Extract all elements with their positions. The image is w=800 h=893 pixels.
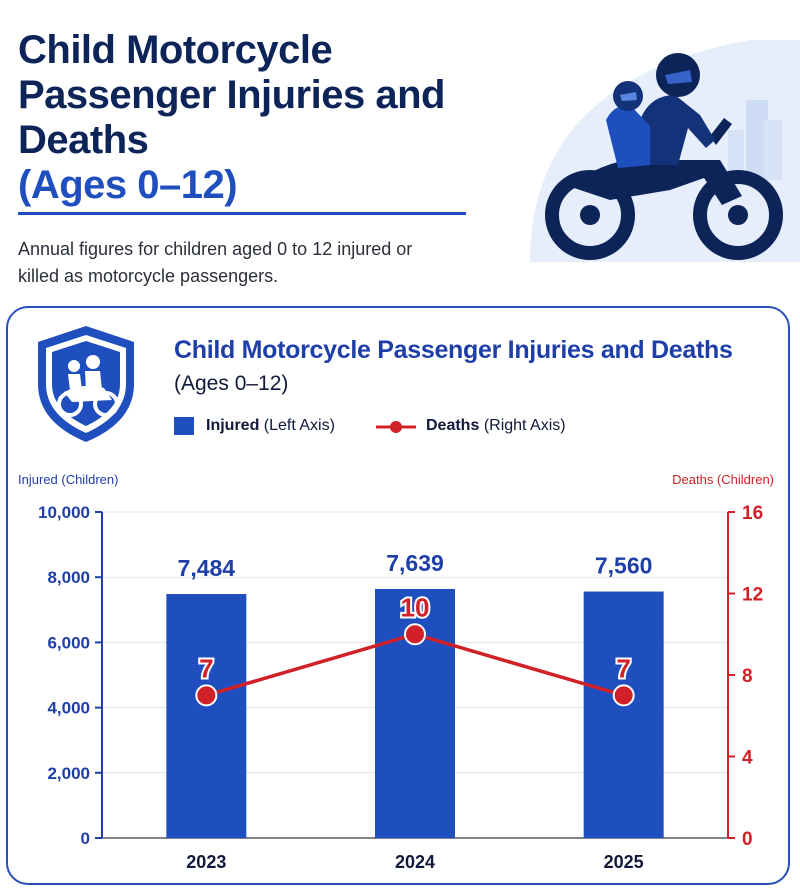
shield-riders-icon [38,326,134,442]
right-axis-tick-label: 16 [742,503,763,524]
bar-value-label: 7,484 [178,555,236,581]
right-axis-title: Deaths (Children) [672,472,774,487]
page-subtitle: Annual figures for children aged 0 to 12… [18,239,413,286]
left-axis-tick-label: 4,000 [47,699,90,718]
legend-deaths-name: Deaths [426,417,480,434]
legend-injured-axis: (Left Axis) [263,417,335,434]
x-axis-category-label: 2023 [186,852,226,872]
right-axis-tick-label: 8 [742,666,753,687]
bar-value-label: 7,639 [386,550,444,576]
legend-injured-name: Injured [206,417,260,434]
bar-injured-2025 [583,591,664,838]
chart-title: Child Motorcycle Passenger Injuries and … [174,336,733,364]
chart-card: Child Motorcycle Passenger Injuries and … [6,306,790,885]
plot-area: 0 2,000 4,000 6,000 8,000 10,000 0 4 8 12 16 Injure… [18,472,774,872]
legend-line-swatch [376,421,416,433]
left-axis-tick-label: 8,000 [47,568,90,587]
deaths-value-label: 7 [199,653,213,683]
left-axis-tick-label: 2,000 [47,764,90,783]
title-line-1: Child Motorcycle [18,28,333,72]
left-axis-title: Injured (Children) [18,472,118,487]
bar-injured-2023 [166,594,247,838]
deaths-point-2023 [195,684,218,707]
title-line-3: (Ages 0–12) [18,163,238,207]
right-axis-tick-label: 4 [742,748,753,769]
deaths-value-label: 7 [616,653,630,683]
x-axis-category-label: 2024 [395,852,435,872]
left-axis-tick-label: 0 [81,829,90,848]
right-axis-tick-label: 0 [742,829,753,850]
left-axis-tick-label: 10,000 [38,503,90,522]
x-axis-category-label: 2025 [604,852,644,872]
title-line-2: Passenger Injuries and Deaths [18,73,445,162]
legend-deaths-axis: (Right Axis) [483,417,566,434]
deaths-point-2024 [404,623,426,646]
header: Child Motorcycle Passenger Injuries and … [0,0,800,300]
motorcycle-riders-illustration [530,40,800,262]
title-divider [18,212,466,215]
legend-deaths-label: Deaths (Right Axis) [426,417,566,435]
left-axis-tick-label: 6,000 [47,633,90,652]
chart-subtitle: (Ages 0–12) [174,372,289,395]
deaths-value-label: 10 [401,592,430,622]
page-title: Child Motorcycle Passenger Injuries and … [18,28,578,208]
legend-bar-swatch [174,417,194,435]
deaths-point-2025 [612,684,635,707]
bar-value-label: 7,560 [595,553,653,579]
legend-injured-label: Injured (Left Axis) [206,417,335,435]
right-axis-tick-label: 12 [742,585,763,606]
